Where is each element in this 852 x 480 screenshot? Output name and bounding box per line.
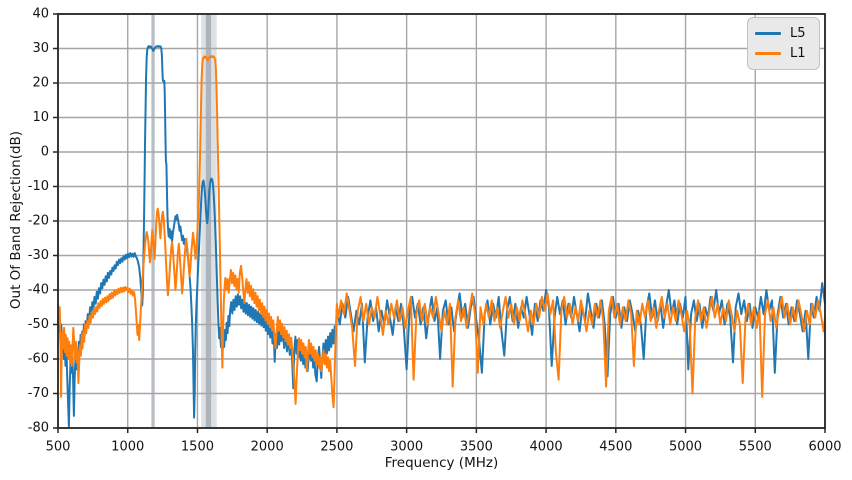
l1-line-swatch xyxy=(755,51,781,55)
legend: L5 L1 xyxy=(747,17,820,70)
y-tick-label: -80 xyxy=(28,421,49,436)
x-tick-label: 3000 xyxy=(390,440,423,455)
x-axis-title: Frequency (MHz) xyxy=(384,455,499,471)
y-tick-label: -50 xyxy=(28,317,49,332)
y-tick-label: -30 xyxy=(28,248,49,263)
series-line-l5 xyxy=(57,45,826,428)
y-tick-label: -60 xyxy=(28,352,49,367)
y-axis-title: Out Of Band Rejection(dB) xyxy=(8,130,24,310)
legend-item-l1: L1 xyxy=(755,47,812,60)
series-line-l1 xyxy=(57,55,826,409)
y-tick-label: -70 xyxy=(28,386,49,401)
x-tick-label: 6000 xyxy=(808,440,841,455)
x-tick-label: 4500 xyxy=(599,440,632,455)
y-tick-label: 20 xyxy=(32,76,49,91)
y-tick-label: -10 xyxy=(28,179,49,194)
y-tick-label: 10 xyxy=(32,110,49,125)
x-tick-label: 4000 xyxy=(530,440,563,455)
legend-item-l5: L5 xyxy=(755,27,812,40)
l5-line-swatch xyxy=(755,31,781,35)
x-tick-label: 3500 xyxy=(460,440,493,455)
x-tick-label: 1000 xyxy=(111,440,144,455)
x-tick-label: 500 xyxy=(46,440,71,455)
y-tick-label: 30 xyxy=(32,41,49,56)
x-tick-label: 5500 xyxy=(739,440,772,455)
y-tick-label: -40 xyxy=(28,283,49,298)
legend-label-l5: L5 xyxy=(790,25,806,41)
x-tick-label: 5000 xyxy=(669,440,702,455)
y-tick-label: -20 xyxy=(28,214,49,229)
x-tick-label: 2500 xyxy=(320,440,353,455)
legend-label-l1: L1 xyxy=(790,45,806,61)
y-tick-label: 0 xyxy=(41,145,49,160)
x-tick-label: 2000 xyxy=(251,440,284,455)
y-tick-label: 40 xyxy=(32,7,49,22)
x-tick-label: 1500 xyxy=(181,440,214,455)
